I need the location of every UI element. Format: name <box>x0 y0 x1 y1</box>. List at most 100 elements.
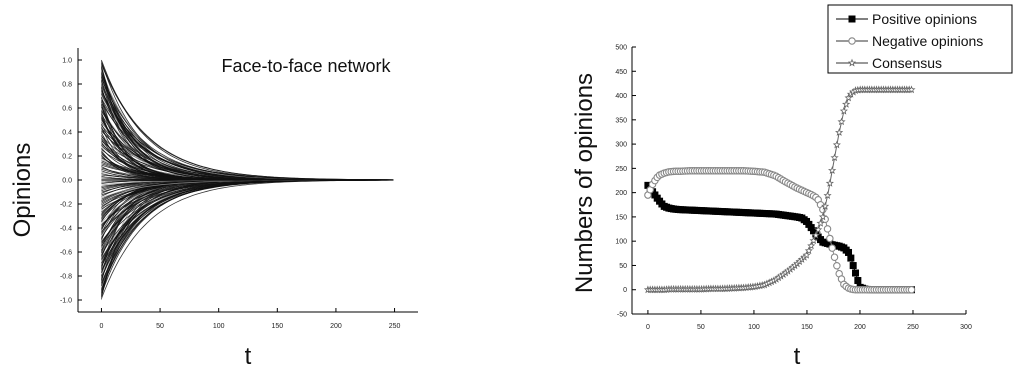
left-chart-y-tick-label: -0.4 <box>60 226 72 233</box>
right-chart-x-label: t <box>794 343 801 368</box>
data-point <box>828 244 836 252</box>
data-point <box>827 166 837 174</box>
right-chart-x-tick-label: 200 <box>854 324 866 331</box>
opinion-trajectory-line <box>101 79 394 181</box>
data-point <box>841 99 851 108</box>
right-chart-y-label: Numbers of opinions <box>571 73 598 293</box>
right-chart-x-tick-label: 50 <box>697 324 705 331</box>
right-chart-x-tick-label: 0 <box>646 324 650 331</box>
legend-marker <box>848 37 856 45</box>
data-point <box>833 261 841 270</box>
data-point <box>830 153 839 162</box>
left-chart-y-tick-label: -0.8 <box>60 274 72 281</box>
legend-box <box>827 4 1013 74</box>
left-chart-x-tick-label: 0 <box>99 323 103 330</box>
data-point <box>830 253 839 261</box>
data-point <box>837 117 846 126</box>
right-chart-y-tick-label: 50 <box>619 263 627 270</box>
data-point <box>804 246 813 255</box>
data-point <box>852 269 860 277</box>
legend-marker <box>847 58 857 67</box>
left-chart-y-tick-label: 1.0 <box>62 58 72 65</box>
data-point <box>849 262 857 270</box>
left-chart: 1.0 0.8 0.6 0.4 0.2 0.0 -0.2 -0.4 -0.6 -0.8 -1.0 0… <box>9 48 418 368</box>
right-chart-y-tick-label: 0 <box>623 287 627 294</box>
left-chart-x-label: t <box>245 343 252 368</box>
left-chart-y-tick-label: 0.4 <box>62 130 72 137</box>
data-point <box>847 254 855 262</box>
data-point <box>845 248 853 256</box>
opinion-trajectory-line <box>101 179 394 288</box>
right-chart-x-ticks: 0 50 100 150 200 250 300 <box>646 310 972 331</box>
right-chart-y-tick-label: 500 <box>615 45 627 52</box>
opinion-trajectory-line <box>101 78 394 181</box>
series-line <box>647 170 913 291</box>
data-point <box>854 277 862 285</box>
left-chart-y-ticks: 1.0 0.8 0.6 0.4 0.2 0.0 -0.2 -0.4 -0.6 -0.8 -1.0 <box>60 58 82 305</box>
left-chart-x-tick-label: 150 <box>271 323 283 330</box>
legend-marker <box>848 15 856 23</box>
data-point <box>823 191 832 199</box>
right-chart-series <box>643 85 916 294</box>
data-point <box>835 128 844 136</box>
right-chart-y-tick-label: 400 <box>615 93 627 100</box>
left-chart-y-tick-label: 0.2 <box>62 154 72 161</box>
legend-label: Negative opinions <box>872 33 983 49</box>
right-chart-x-tick-label: 100 <box>748 324 760 331</box>
data-point <box>844 93 853 102</box>
data-point <box>818 212 827 221</box>
data-point <box>809 236 818 245</box>
left-chart-y-tick-label: -0.2 <box>60 202 72 209</box>
data-point <box>816 218 825 227</box>
left-chart-x-tick-label: 50 <box>156 323 164 330</box>
opinion-trajectory-line <box>101 59 394 181</box>
left-chart-x-tick-label: 100 <box>213 323 225 330</box>
data-point <box>907 85 916 94</box>
right-chart-y-tick-label: 150 <box>615 214 627 221</box>
legend-items: Positive opinions Negative opinions Consen… <box>836 11 983 71</box>
opinion-trajectory-line <box>101 179 394 268</box>
data-point <box>832 140 841 149</box>
data-point <box>907 285 916 294</box>
left-chart-x-ticks: 0 50 100 150 200 250 <box>99 308 400 330</box>
right-chart-y-tick-label: 250 <box>615 166 627 173</box>
data-point <box>807 241 816 250</box>
series-line <box>647 89 913 291</box>
left-chart-x-tick-label: 200 <box>330 323 342 330</box>
data-point <box>839 106 848 115</box>
left-chart-y-tick-label: 0.8 <box>62 82 72 89</box>
opinion-trajectory-line <box>101 68 394 181</box>
left-chart-title: Face-to-face network <box>221 56 391 76</box>
series-consensus <box>643 85 916 294</box>
right-chart-y-tick-label: 300 <box>615 142 627 149</box>
right-chart-y-tick-label: 200 <box>615 190 627 197</box>
right-chart-legend: Positive opinions Negative opinions Consen… <box>827 4 1013 74</box>
data-point <box>826 234 834 243</box>
right-chart-x-tick-label: 300 <box>960 324 972 331</box>
data-point <box>823 225 832 233</box>
data-point <box>811 231 820 239</box>
left-chart-y-tick-label: -1.0 <box>60 298 72 305</box>
legend-label: Positive opinions <box>872 11 977 27</box>
right-chart-y-tick-label: 450 <box>615 69 627 76</box>
right-chart-y-tick-label: 100 <box>615 239 627 246</box>
left-chart-y-tick-label: 0.6 <box>62 106 72 113</box>
left-chart-x-tick-label: 250 <box>389 323 401 330</box>
data-point <box>821 201 830 210</box>
right-chart-y-tick-label: -50 <box>617 312 627 319</box>
right-chart-y-tick-label: 350 <box>615 117 627 124</box>
data-point <box>814 225 823 234</box>
left-chart-y-tick-label: -0.6 <box>60 250 72 257</box>
left-chart-y-tick-label: 0.0 <box>62 178 72 185</box>
right-chart-x-tick-label: 250 <box>907 324 919 331</box>
series-negative-opinions <box>644 167 916 294</box>
left-chart-trajectories <box>101 59 394 301</box>
data-point <box>825 179 834 187</box>
data-point <box>802 250 811 259</box>
opinion-trajectory-line <box>101 69 394 181</box>
legend-label: Consensus <box>872 55 942 71</box>
